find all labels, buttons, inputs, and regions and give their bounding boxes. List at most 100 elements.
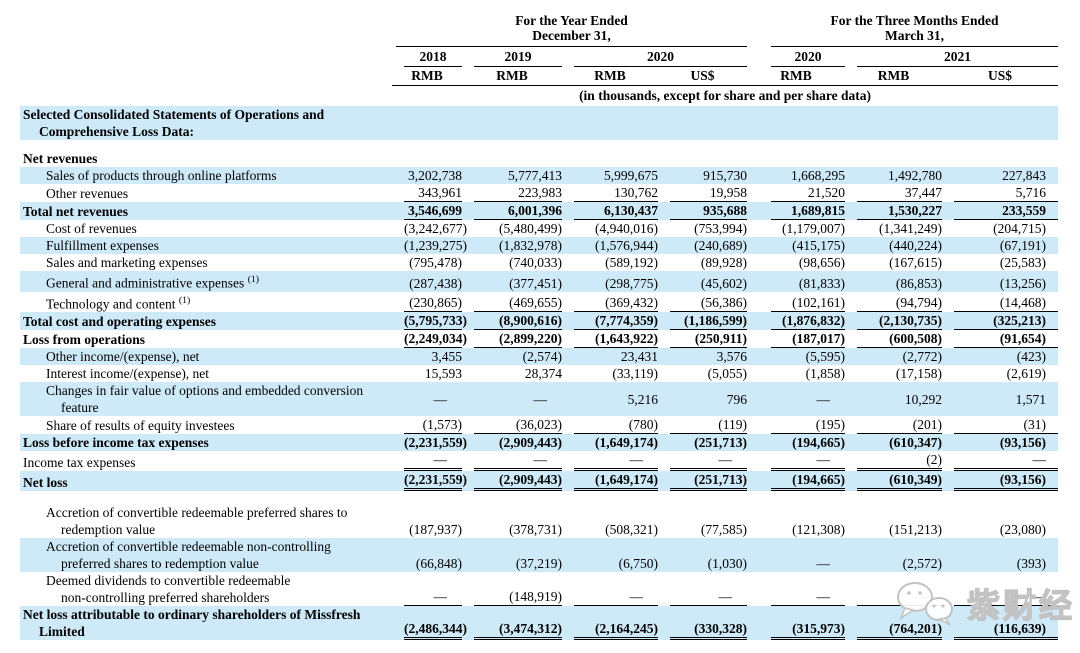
period2-line2: March 31, [885,28,945,43]
accretion-noncontrolling-preferred-value-col6: (2,572) [902,556,943,571]
interest-income-expense-net-value-col4: (5,055) [707,366,748,381]
general-admin-expenses-value-col6: (86,853) [895,275,943,291]
share-results-equity-investees: Share of results of equity investees (1,5… [20,416,1059,434]
net-revenues-heading-value-col2 [462,150,562,167]
other-income-expense-net-value-col6: (2,772) [902,349,943,364]
deemed-dividends-value-col1: — [392,572,462,606]
net-loss-value-col3: (1,649,174) [562,471,658,491]
other-income-expense-net-value-col1: 3,455 [431,349,462,364]
section-title-value-col6 [845,106,942,140]
total-cost-operating-expenses-value-col2: (8,900,616) [462,312,562,330]
fulfillment-expenses-value-col7: (67,191) [999,238,1047,253]
accretion-noncontrolling-preferred-label: Accretion of convertible redeemable non-… [46,539,331,571]
general-admin-expenses-value-col4: (45,602) [700,275,748,291]
financial-table: For the Year Ended December 31, For the … [20,13,1059,640]
total-cost-operating-expenses-value-col4: (1,186,599) [658,312,748,330]
loss-from-operations: Loss from operations (2,249,034) (2,899,22… [20,330,1059,348]
general-admin-expenses-value-col3: (298,775) [605,275,658,291]
net-loss-value-col6: (610,349) [845,471,943,491]
sales-marketing-expenses: Sales and marketing expenses (795,478) (74… [20,254,1058,271]
sales-online-platforms-value-col5: 1,668,295 [791,168,846,183]
sales-online-platforms-value-col7: 227,843 [1002,168,1047,183]
general-admin-expenses-value-col7: (13,256) [999,275,1047,291]
cost-of-revenues: Cost of revenues (3,242,677) (5,480,499) (4… [20,220,1058,237]
other-income-expense-net-value-col5: (5,595) [805,349,846,364]
year-2018: 2018 [392,47,462,67]
net-loss-value-col5: (194,665) [747,471,846,491]
other-revenues-value-col5: 21,520 [747,184,846,202]
period1-line2: December 31, [532,28,611,43]
loss-before-income-tax-value-col5: (194,665) [792,435,846,450]
section-title-value-col4 [658,106,747,140]
general-admin-expenses-label: General and administrative expenses (1) [46,274,260,291]
cost-of-revenues-value-col5: (1,179,007) [782,221,846,236]
net-loss-value-col1: (2,231,559) [392,471,467,491]
section-title-value-col5 [747,106,845,140]
spacer-row [20,140,1058,150]
net-loss-attributable-ordinary-value-col2: (3,474,312) [462,606,562,640]
technology-and-content-value-col5: (102,161) [747,292,846,312]
deemed-dividends-value-col6: — [845,572,943,606]
net-loss: Net loss (2,231,559) (2,909,443) (1,649,174… [20,471,1059,491]
section-title-value-col2 [462,106,562,140]
share-results-equity-investees-value-col1: (1,573) [392,416,462,434]
year-2020-quarter: 2020 [747,47,846,67]
section-title-value-col7 [942,106,1058,140]
loss-before-income-tax-label: Loss before income tax expenses [23,435,209,450]
general-admin-expenses-value-col5: (81,833) [798,275,846,291]
cost-of-revenues-value-col4: (753,994) [694,221,748,236]
other-revenues-value-col3: 130,762 [562,184,658,202]
income-tax-expenses-value-col1: — [392,451,462,471]
accretion-noncontrolling-preferred-value-col1: (66,848) [415,556,462,571]
cost-of-revenues-value-col3: (4,940,016) [595,221,658,236]
loss-before-income-tax-value-col1: (2,231,559) [404,435,467,450]
currency-col-2: RMB [462,67,562,86]
total-cost-operating-expenses-value-col7: (325,213) [942,312,1059,330]
sales-marketing-expenses-value-col4: (89,928) [700,255,748,270]
currency-col-1: RMB [392,67,462,86]
deemed-dividends-label: Deemed dividends to convertible redeemab… [46,573,291,605]
net-loss-attributable-ordinary-value-col5: (315,973) [747,606,846,640]
total-net-revenues-label: Total net revenues [23,204,129,219]
loss-from-operations-value-col2: (2,899,220) [462,330,562,348]
total-net-revenues-value-col2: 6,001,396 [462,202,562,220]
cost-of-revenues-value-col6: (1,341,249) [879,221,943,236]
years-row: 2018 2019 2020 2020 2021 [20,47,1059,67]
sales-marketing-expenses-value-col5: (98,656) [798,255,846,270]
total-net-revenues-value-col1: 3,546,699 [392,202,462,220]
net-loss-attributable-ordinary-label: Net loss attributable to ordinary shareh… [23,607,361,639]
net-revenues-heading-value-col5 [747,150,845,167]
total-net-revenues-value-col4: 935,688 [658,202,748,220]
changes-fair-value-options-value-col6: 10,292 [904,391,943,407]
total-net-revenues-value-col3: 6,130,437 [562,202,658,220]
loss-from-operations-value-col5: (187,017) [747,330,846,348]
cost-of-revenues-value-col2: (5,480,499) [499,221,562,236]
sales-online-platforms-label: Sales of products through online platfor… [46,168,277,183]
interest-income-expense-net-value-col7: (2,619) [1006,366,1047,381]
table-header: For the Year Ended December 31, For the … [20,13,1059,106]
total-net-revenues: Total net revenues 3,546,699 6,001,396 6,13… [20,202,1059,220]
net-revenues-heading-label: Net revenues [23,151,98,166]
other-revenues-value-col4: 19,958 [658,184,748,202]
deemed-dividends-value-col7: — [942,572,1059,606]
changes-fair-value-options-value-col3: 5,216 [627,391,658,407]
total-cost-operating-expenses-value-col3: (7,774,359) [562,312,658,330]
spacer-row [20,491,1058,504]
currencies-row: RMB RMB RMB US$ RMB RMB US$ [20,67,1059,86]
deemed-dividends-value-col5: — [747,572,846,606]
cost-of-revenues-value-col1: (3,242,677) [404,221,467,236]
changes-fair-value-options-value-col5: — [816,391,831,407]
sales-marketing-expenses-value-col7: (25,583) [999,255,1047,270]
net-loss-value-col2: (2,909,443) [462,471,562,491]
accretion-preferred-shares-label: Accretion of convertible redeemable pref… [46,505,348,537]
changes-fair-value-options: Changes in fair value of options and emb… [20,382,1059,416]
net-loss-attributable-ordinary-value-col6: (764,201) [845,606,943,640]
sales-online-platforms-value-col3: 5,999,675 [604,168,658,183]
sales-marketing-expenses-value-col3: (589,192) [605,255,658,270]
net-revenues-heading-value-col7 [942,150,1058,167]
fulfillment-expenses-label: Fulfillment expenses [46,238,159,253]
cost-of-revenues-value-col7: (204,715) [993,221,1047,236]
net-revenues-heading-value-col1 [392,150,462,167]
net-loss-attributable-ordinary-value-col1: (2,486,344) [392,606,467,640]
net-loss-attributable-ordinary-value-col4: (330,328) [658,606,748,640]
